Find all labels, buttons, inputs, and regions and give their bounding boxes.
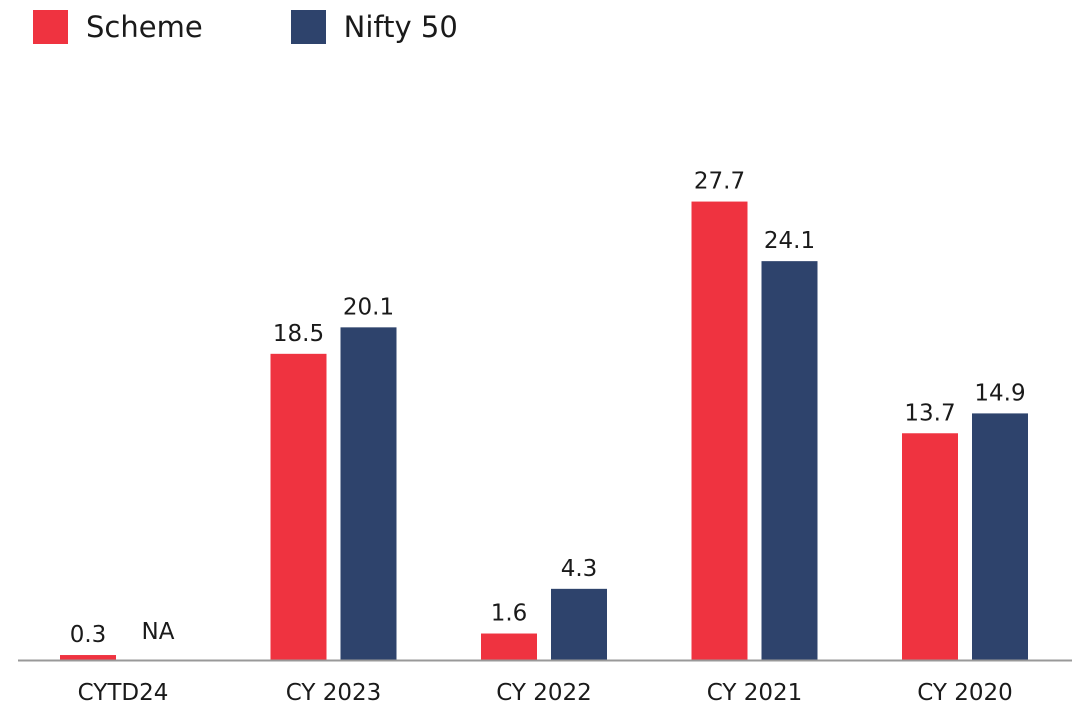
bar-scheme-2 (481, 633, 537, 660)
x-tick-label-3: CY 2021 (707, 680, 803, 706)
bar-nifty-3 (761, 261, 818, 660)
x-tick-label-0: CYTD24 (78, 680, 169, 706)
data-label-nifty-4: 14.9 (974, 380, 1025, 406)
legend-label-scheme: Scheme (86, 10, 203, 44)
bar-scheme-3 (691, 201, 748, 660)
legend-swatch-nifty (290, 10, 326, 44)
legend: Scheme Nifty 50 (33, 10, 546, 44)
legend-swatch-scheme (33, 10, 68, 44)
bar-nifty-1 (340, 327, 397, 660)
data-label-scheme-0: 0.3 (70, 622, 107, 648)
legend-item-nifty: Nifty 50 (290, 10, 458, 44)
bar-nifty-2 (551, 588, 607, 660)
legend-item-scheme: Scheme (33, 10, 203, 44)
data-label-scheme-4: 13.7 (904, 400, 955, 426)
data-label-scheme-1: 18.5 (273, 321, 324, 347)
bar-scheme-4 (902, 433, 958, 660)
bar-scheme-0 (60, 655, 116, 660)
data-label-scheme-3: 27.7 (694, 169, 745, 195)
x-tick-label-1: CY 2023 (286, 680, 382, 706)
x-tick-label-4: CY 2020 (917, 680, 1013, 706)
bar-nifty-4 (972, 413, 1028, 660)
bar-scheme-1 (270, 353, 327, 660)
legend-label-nifty: Nifty 50 (343, 10, 458, 44)
data-label-scheme-2: 1.6 (491, 601, 528, 627)
data-label-nifty-2: 4.3 (561, 556, 598, 582)
data-label-nifty-3: 24.1 (764, 228, 815, 254)
data-label-nifty-0: NA (142, 619, 175, 645)
x-tick-label-2: CY 2022 (496, 680, 592, 706)
data-label-nifty-1: 20.1 (343, 294, 394, 320)
